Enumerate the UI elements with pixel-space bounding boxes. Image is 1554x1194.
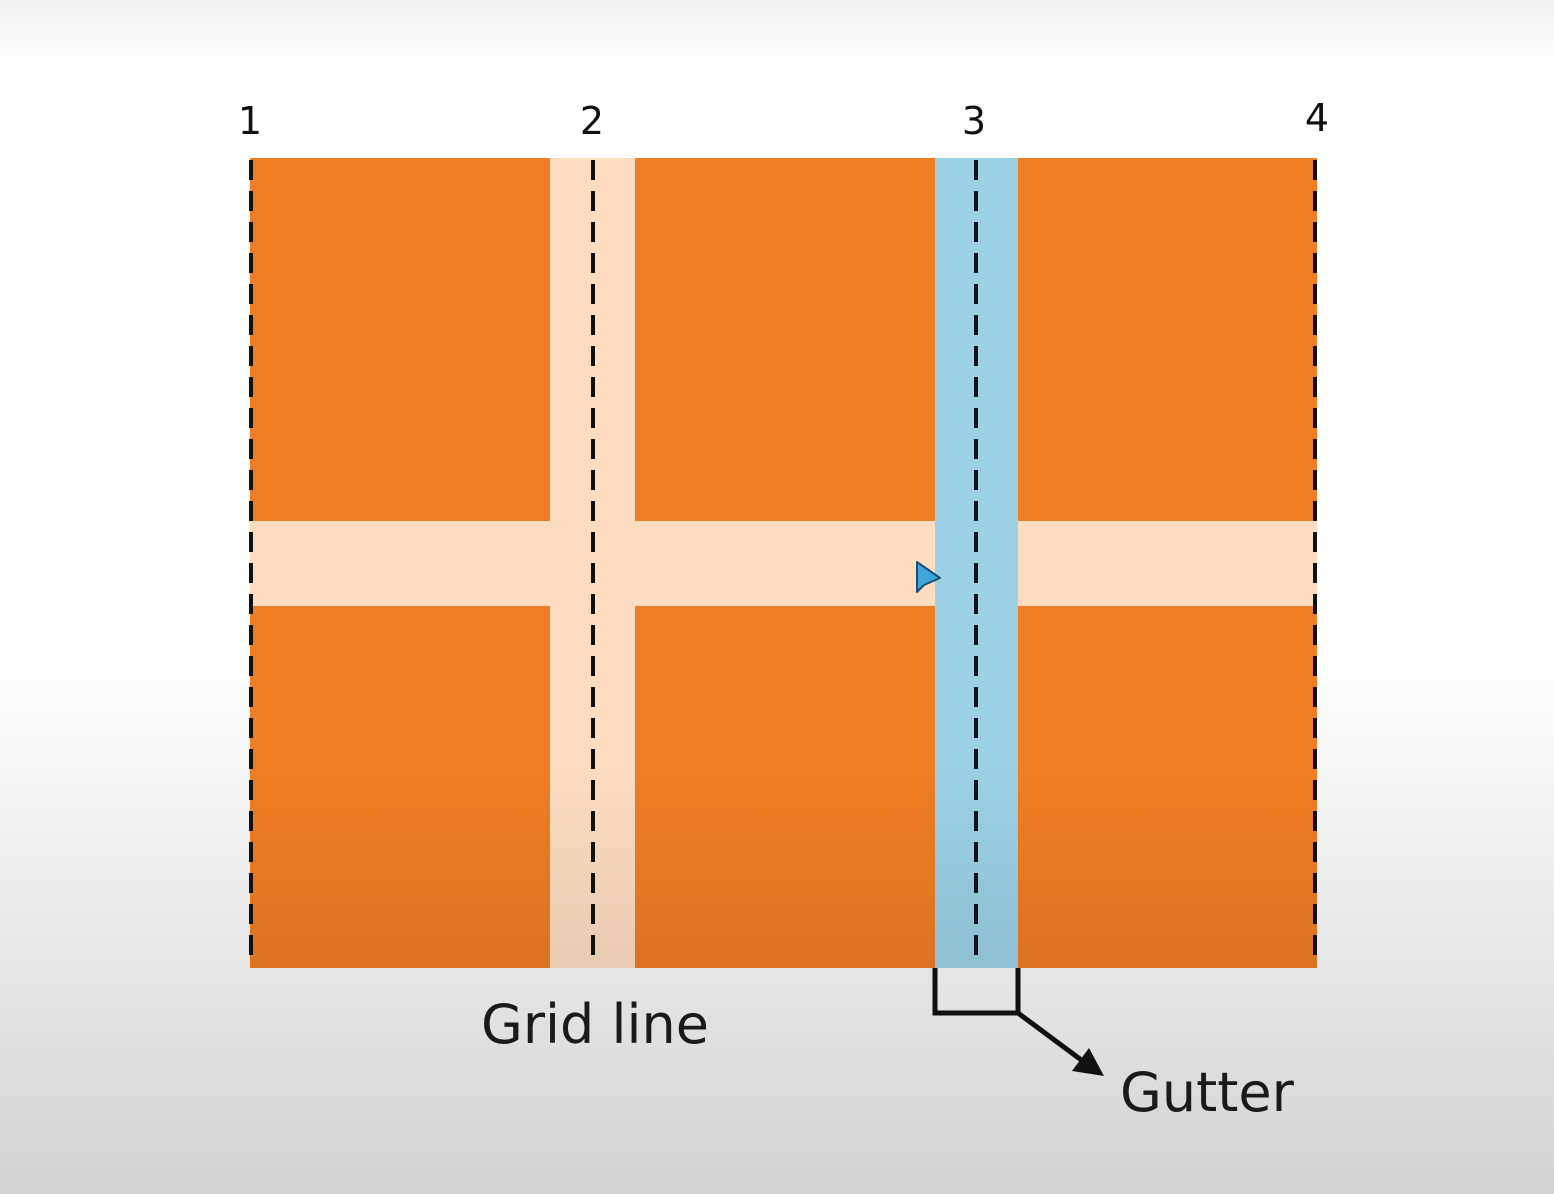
gutter-bracket xyxy=(932,968,1021,1016)
grid-line-number-4: 4 xyxy=(1304,96,1330,140)
arrow-icon xyxy=(1016,1010,1104,1076)
gutter-label: Gutter xyxy=(1120,1061,1294,1124)
grid-line-number-3: 3 xyxy=(961,99,987,143)
shading-overlay xyxy=(250,158,1317,968)
grid-line-number-2: 2 xyxy=(579,99,605,143)
grid-line-label: Grid line xyxy=(481,993,709,1056)
mouse-pointer-icon xyxy=(916,561,941,593)
grid-line-number-1: 1 xyxy=(237,99,263,143)
